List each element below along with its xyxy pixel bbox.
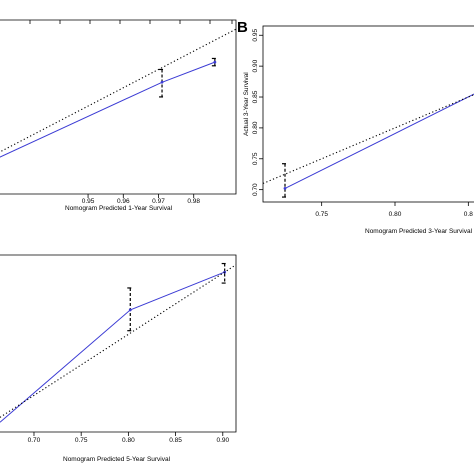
panel-b-x-axis-label: Nomogram Predicted 3-Year Survival <box>365 228 473 235</box>
panel-c-ideal-line <box>0 264 236 418</box>
panel-b-y-tick-label: 0.90 <box>252 59 259 72</box>
panel-c-x-tick-label: 0.70 <box>28 437 41 444</box>
panel-a-top-ticks <box>29 20 233 24</box>
panel-b-y-ticks: 0.70 0.75 0.80 0.85 0.90 0.95 <box>252 29 263 196</box>
panel-b-y-tick-label: 0.75 <box>252 152 259 165</box>
panel-c-x-axis-label: Nomogram Predicted 5-Year Survival <box>63 456 171 463</box>
panel-c-calibration-line <box>0 271 225 423</box>
panel-b-plot-area <box>263 93 474 198</box>
panel-a-x-tick-label: 0.97 <box>152 198 165 205</box>
panel-b-calibration-line <box>284 93 474 189</box>
panel-b-calibration-plot: B 0.70 0.75 0.80 0.85 0.90 0.95 0.75 0.80 0.8 A… <box>237 19 474 235</box>
panel-a-x-ticks: 0.95 0.96 0.97 0.98 <box>82 194 200 205</box>
panel-a-x-axis-label: Nomogram Predicted 1-Year Survival <box>65 205 173 212</box>
panel-a-frame <box>0 19 237 195</box>
panel-b-letter: B <box>237 19 248 36</box>
panel-c-x-tick-label: 0.90 <box>216 437 229 444</box>
panel-c-frame <box>0 254 237 433</box>
panel-b-y-tick-label: 0.80 <box>252 121 259 134</box>
panel-b-y-tick-label: 0.85 <box>252 90 259 103</box>
panel-c-x-tick-label: 0.85 <box>169 437 182 444</box>
panel-b-x-tick-label: 0.80 <box>389 211 402 218</box>
panel-b-x-tick-label: 0.75 <box>315 211 328 218</box>
panel-a-marks <box>0 28 236 158</box>
panel-b-x-ticks: 0.75 0.80 0.8 <box>315 202 473 218</box>
panel-b-marks <box>263 93 474 198</box>
panel-b-ideal-line <box>263 94 474 184</box>
panel-c-x-ticks: 0.70 0.75 0.80 0.85 0.90 <box>28 432 229 444</box>
panel-c-plot-area <box>0 262 236 423</box>
panel-c-x-tick-label: 0.80 <box>122 437 135 444</box>
panel-b-y-axis-label: Actual 3-Year Survival <box>243 72 250 136</box>
panel-c-calibration-point <box>128 308 132 312</box>
panel-b-frame <box>262 25 474 203</box>
panel-b-calibration-point <box>283 187 287 190</box>
panel-a-plot-area <box>0 28 236 158</box>
panel-b-y-tick-label: 0.95 <box>252 29 259 42</box>
panel-a-calibration-point <box>213 60 217 64</box>
panel-b-y-tick-label: 0.70 <box>252 183 259 196</box>
panel-a-calibration-point <box>160 80 164 84</box>
panel-a-x-tick-label: 0.95 <box>82 198 95 205</box>
panel-c-x-tick-label: 0.75 <box>75 437 88 444</box>
panel-b-x-tick-label: 0.8 <box>464 211 473 218</box>
panel-a-x-tick-label: 0.98 <box>187 198 200 205</box>
panel-a-x-tick-label: 0.96 <box>117 198 130 205</box>
panel-a-calibration-plot: 0.95 0.96 0.97 0.98 Nomogram Predicted 1-Ye… <box>0 19 237 212</box>
panel-c-marks <box>0 262 236 423</box>
panel-c-calibration-plot: 0.70 0.75 0.80 0.85 0.90 Nomogram Predicted … <box>0 254 237 463</box>
panel-a-ideal-line <box>0 28 236 153</box>
panel-a-calibration-line <box>0 61 216 158</box>
